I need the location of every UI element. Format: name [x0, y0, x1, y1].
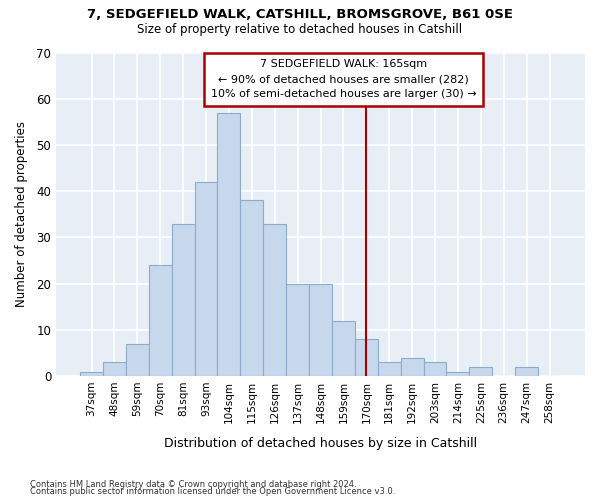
Bar [469, 367, 492, 376]
Bar [446, 372, 469, 376]
Text: 7, SEDGEFIELD WALK, CATSHILL, BROMSGROVE, B61 0SE: 7, SEDGEFIELD WALK, CATSHILL, BROMSGROVE… [87, 8, 513, 20]
Text: Size of property relative to detached houses in Catshill: Size of property relative to detached ho… [137, 22, 463, 36]
Text: 7 SEDGEFIELD WALK: 165sqm
← 90% of detached houses are smaller (282)
10% of semi: 7 SEDGEFIELD WALK: 165sqm ← 90% of detac… [211, 60, 476, 99]
Bar [263, 224, 286, 376]
Bar [355, 339, 378, 376]
Bar [241, 200, 263, 376]
Bar [217, 112, 241, 376]
Bar [309, 284, 332, 376]
Bar [286, 284, 309, 376]
Bar [401, 358, 424, 376]
Bar [172, 224, 194, 376]
Bar [80, 372, 103, 376]
Text: Contains HM Land Registry data © Crown copyright and database right 2024.: Contains HM Land Registry data © Crown c… [30, 480, 356, 489]
Bar [378, 362, 401, 376]
Bar [149, 265, 172, 376]
Bar [515, 367, 538, 376]
Bar [424, 362, 446, 376]
Y-axis label: Number of detached properties: Number of detached properties [15, 122, 28, 308]
Bar [332, 320, 355, 376]
X-axis label: Distribution of detached houses by size in Catshill: Distribution of detached houses by size … [164, 437, 477, 450]
Bar [194, 182, 217, 376]
Text: Contains public sector information licensed under the Open Government Licence v3: Contains public sector information licen… [30, 487, 395, 496]
Bar [126, 344, 149, 376]
Bar [103, 362, 126, 376]
